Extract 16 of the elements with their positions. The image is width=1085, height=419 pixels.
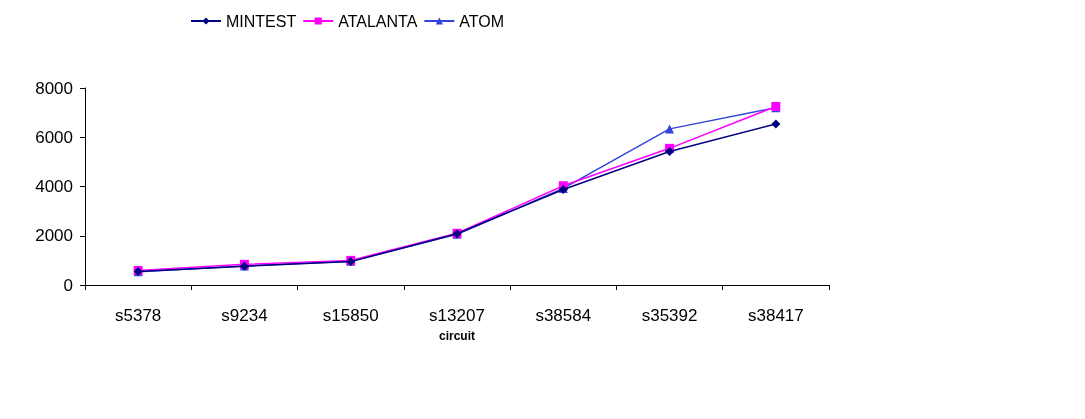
x-tick-label: s38417: [747, 306, 804, 325]
legend-label: MINTEST: [226, 12, 297, 30]
y-tick-label: 6000: [35, 127, 73, 147]
x-tick-label: s5378: [114, 306, 162, 325]
x-tick-label: s38584: [535, 306, 592, 325]
x-tick-label: s35392: [641, 306, 698, 325]
x-tick-label: s15850: [322, 306, 379, 325]
x-tick-label: s9234: [221, 306, 268, 325]
x-tick-label: s13207: [429, 306, 485, 325]
legend-label: ATOM: [459, 12, 505, 30]
y-tick-label: 8000: [35, 78, 73, 98]
y-tick-label: 0: [63, 275, 73, 295]
legend-label: ATALANTA: [338, 12, 418, 30]
x-axis-title: circuit: [438, 329, 476, 343]
y-tick-label: 4000: [35, 177, 73, 196]
y-tick-label: 2000: [35, 226, 73, 246]
